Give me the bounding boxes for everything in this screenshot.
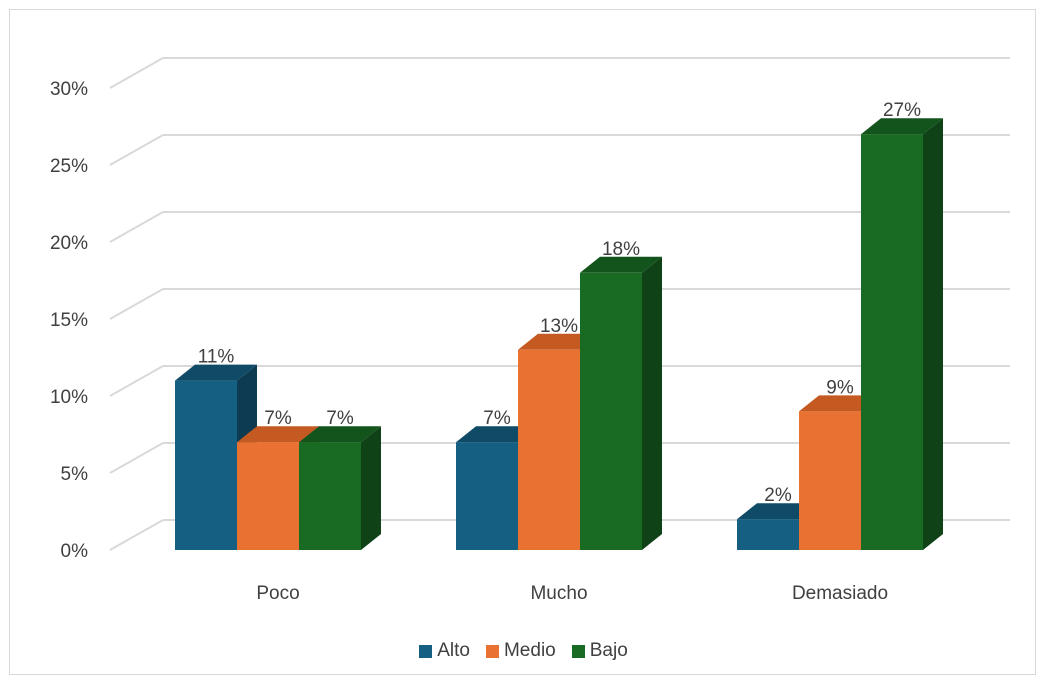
gridline-depth — [109, 288, 164, 320]
bar-side — [923, 118, 943, 550]
x-tick-label: Demasiado — [792, 583, 888, 604]
legend-item-medio[interactable]: Medio — [485, 640, 556, 662]
legend-label-medio: Medio — [503, 640, 556, 661]
bar-top — [299, 426, 381, 443]
bar-top — [861, 118, 943, 135]
legend-label-alto: Alto — [437, 640, 470, 661]
data-label: 7% — [483, 408, 511, 429]
x-tick-label: Poco — [256, 583, 299, 604]
data-label: 2% — [764, 485, 792, 506]
bar — [456, 442, 518, 550]
bar-top — [237, 426, 319, 443]
y-tick-label: 5% — [61, 464, 89, 485]
bar-top — [737, 503, 819, 520]
bar-top — [456, 426, 538, 443]
y-tick-label: 10% — [50, 387, 88, 408]
data-label: 27% — [883, 100, 921, 121]
bar — [518, 349, 580, 550]
bar — [861, 134, 923, 550]
legend-item-bajo[interactable]: Bajo — [571, 640, 628, 662]
gridline-depth — [109, 519, 164, 551]
bar — [299, 442, 361, 550]
data-label: 18% — [602, 239, 640, 260]
bar-side — [642, 256, 662, 550]
x-tick-label: Mucho — [530, 583, 587, 604]
data-label: 13% — [540, 316, 578, 337]
bar-top — [175, 364, 257, 381]
legend-label-bajo: Bajo — [589, 640, 628, 661]
data-label: 9% — [826, 377, 854, 398]
legend-swatch-alto — [419, 644, 433, 658]
gridline-depth — [109, 365, 164, 397]
bar — [799, 411, 861, 550]
y-tick-label: 0% — [61, 541, 89, 562]
gridline-depth — [109, 134, 164, 166]
y-tick-label: 20% — [50, 233, 88, 254]
y-tick-label: 30% — [50, 79, 88, 100]
gridline-depth — [109, 57, 164, 89]
bar-top — [580, 256, 662, 273]
y-tick-label: 25% — [50, 156, 88, 177]
data-label: 7% — [264, 408, 292, 429]
bar — [175, 380, 237, 550]
bar-side — [361, 426, 381, 550]
legend-item-alto[interactable]: Alto — [419, 640, 470, 662]
bar — [237, 442, 299, 550]
bar-top — [799, 395, 881, 412]
bar — [737, 519, 799, 550]
gridline-depth — [109, 211, 164, 243]
legend-swatch-bajo — [571, 644, 585, 658]
chart-legend: Alto Medio Bajo — [0, 640, 1047, 662]
gridline-depth — [109, 442, 164, 474]
bar-top — [518, 333, 600, 350]
data-label: 11% — [198, 347, 235, 368]
data-label: 7% — [326, 408, 354, 429]
bar — [580, 272, 642, 550]
y-tick-label: 15% — [50, 310, 88, 331]
legend-swatch-medio — [485, 644, 499, 658]
